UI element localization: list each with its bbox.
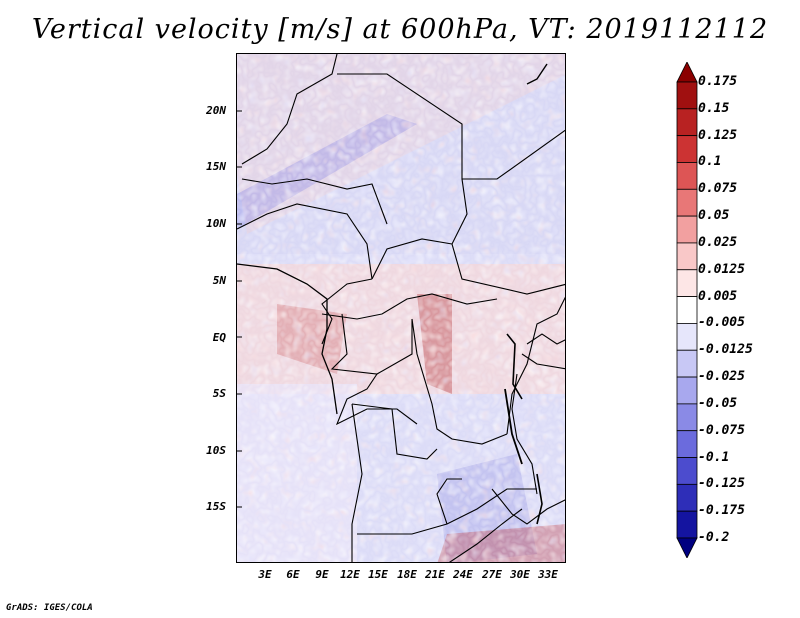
colorbar-tick-label: 0.15 [698,100,730,116]
colorbar-tick-label: 0.0125 [698,261,745,277]
colorbar-tick-label: -0.1 [698,449,730,465]
lon-label: 24E [453,568,473,581]
lon-label: 15E [368,568,388,581]
lat-label: 10N [206,217,226,230]
colorbar-tick-label: 0.1 [698,154,722,170]
lon-label: 12E [340,568,360,581]
colorbar-bin [676,162,698,190]
lat-label: 15N [206,160,226,173]
map-panel [236,53,566,563]
lat-label: 20N [206,104,226,117]
lon-label: 33E [538,568,558,581]
colorbar-bin [676,215,698,244]
colorbar-bin [676,242,698,271]
colorbar-bin [676,537,698,558]
colorbar-tick-label: 0.125 [698,127,738,143]
lat-label: EQ [212,331,226,344]
lon-label: 30E [510,568,530,581]
lon-label: 18E [397,568,417,581]
colorbar-tick-label: -0.075 [698,422,745,438]
colorbar-bin [676,457,698,485]
lon-label: 27E [482,568,502,581]
lat-label: 5N [212,274,226,287]
lon-label: 9E [315,568,329,581]
colorbar-bin [676,483,698,512]
lon-label: 6E [286,568,300,581]
colorbar-tick-label: -0.025 [698,369,745,385]
colorbar-bin [676,62,698,83]
colorbar-tick-label: -0.2 [698,530,730,545]
colorbar-bin [676,188,698,217]
colorbar-bin [676,296,698,324]
chart-title: Vertical velocity [m/s] at 600hPa, VT: 2… [31,14,769,45]
colorbar-tick-label: 0.005 [698,288,738,304]
lon-label: 21E [425,568,445,581]
colorbar-bin [676,510,698,539]
colorbar-bin [676,403,698,432]
colorbar [676,62,698,558]
lat-label: 10S [206,444,226,457]
colorbar-bin [676,430,698,458]
colorbar-tick-label: -0.125 [698,476,745,492]
colorbar-tick-label: -0.0125 [698,342,753,358]
colorbar-tick-label: 0.025 [698,234,738,250]
colorbar-tick-label: -0.005 [698,315,745,331]
colorbar-tick-label: -0.175 [698,503,745,519]
colorbar-tick-label: 0.175 [698,74,738,89]
colorbar-tick-label: -0.05 [698,395,738,411]
colorbar-tick-label: 0.05 [698,208,730,224]
lat-label: 15S [206,500,226,513]
country-borders [237,54,565,562]
colorbar-bin [676,135,698,163]
colorbar-bin [676,376,698,405]
colorbar-tick-label: 0.075 [698,181,738,197]
colorbar-bin [676,349,698,378]
credit-label: GrADS: IGES/COLA [6,603,93,613]
vertical-velocity-field-map [237,54,565,562]
lon-label: 3E [258,568,272,581]
colorbar-bin [676,269,698,297]
colorbar-bin [676,323,698,351]
lat-label: 5S [212,387,226,400]
colorbar-bin [676,108,698,137]
colorbar-bin [676,81,698,110]
